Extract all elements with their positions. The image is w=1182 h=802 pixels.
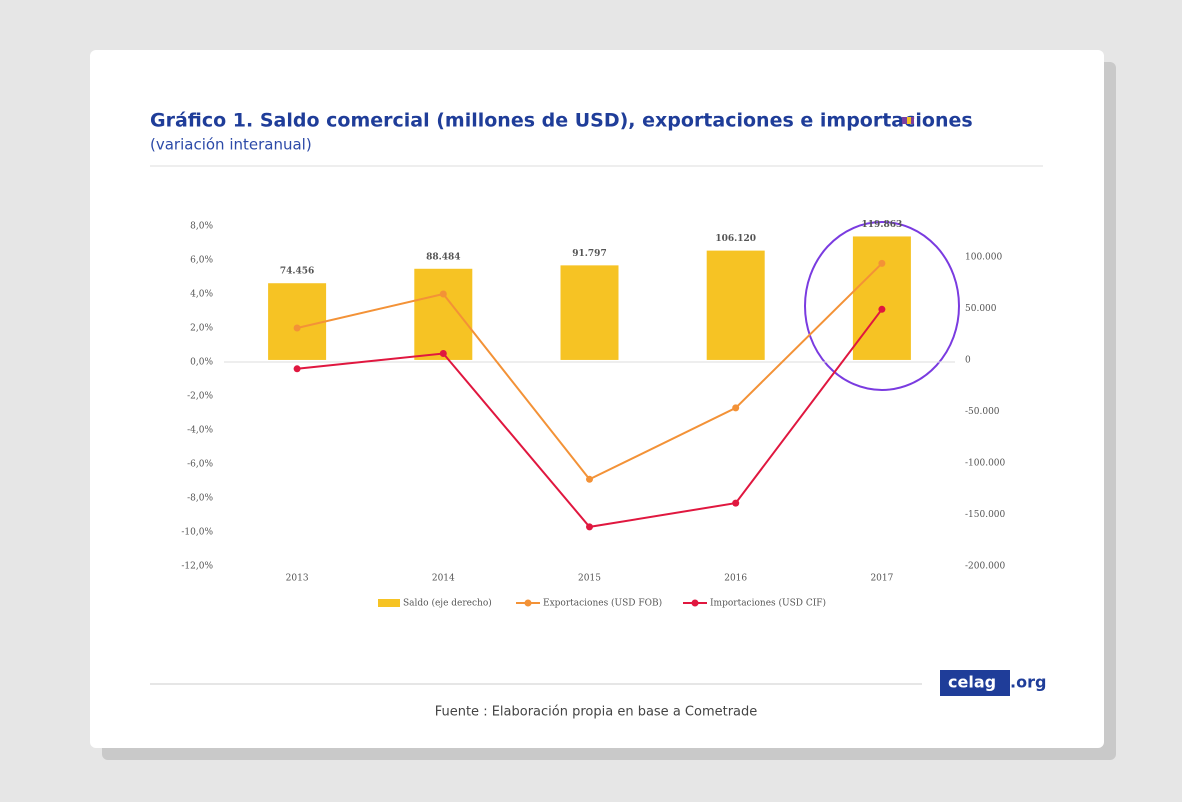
bar: [268, 283, 327, 360]
y-tick-label: -4,0%: [187, 426, 213, 436]
line-point: [878, 259, 886, 267]
x-tick-label: 2017: [870, 574, 893, 584]
x-tick-label: 2013: [286, 574, 309, 584]
y2-tick-label: -200.000: [965, 562, 1006, 572]
x-tick-label: 2014: [432, 574, 455, 584]
line-point: [293, 324, 301, 332]
bar: [414, 268, 473, 360]
y2-tick-label: -50.000: [965, 407, 1000, 417]
bar: [560, 265, 619, 360]
y2-tick-label: 0: [965, 355, 971, 365]
bar: [852, 236, 911, 360]
y2-tick-label: -150.000: [965, 510, 1006, 520]
x-tick-label: 2016: [724, 574, 747, 584]
y-tick-label: -10,0%: [181, 528, 213, 538]
bar: [706, 250, 765, 360]
card: [90, 50, 1104, 748]
y-tick-label: -8,0%: [187, 494, 213, 504]
bar-value-label: 106.120: [715, 234, 756, 244]
x-tick-label: 2015: [578, 574, 601, 584]
bar-value-label: 88.484: [426, 252, 460, 262]
line-point: [732, 404, 740, 412]
logo-suffix: .org: [1010, 673, 1046, 692]
line-point: [439, 290, 447, 298]
legend-label: Saldo (eje derecho): [403, 598, 492, 609]
bar-value-label: 91.797: [572, 249, 606, 259]
flag-icon-part: [907, 117, 911, 124]
y2-tick-label: -100.000: [965, 458, 1006, 468]
legend-swatch-dot: [524, 599, 532, 607]
y-tick-label: 2,0%: [190, 324, 213, 334]
y-tick-label: 6,0%: [190, 256, 213, 266]
chart-title: Gráfico 1. Saldo comercial (millones de …: [150, 110, 973, 132]
source-note: Fuente : Elaboración propia en base a Co…: [435, 705, 758, 720]
logo-box: [940, 670, 1010, 696]
line-point: [586, 475, 593, 483]
bar-value-label: 74.456: [280, 267, 314, 277]
y-tick-label: 4,0%: [190, 290, 213, 300]
y-tick-label: -6,0%: [187, 460, 213, 470]
chart-subtitle: (variación interanual): [150, 136, 312, 154]
y2-tick-label: 50.000: [965, 304, 997, 314]
y2-tick-label: 100.000: [965, 252, 1002, 262]
line-point: [732, 499, 740, 507]
logo-text: celag: [948, 673, 996, 692]
y-tick-label: -12,0%: [181, 562, 213, 572]
y-tick-label: 8,0%: [190, 222, 213, 232]
legend-swatch-dot: [691, 599, 699, 607]
line-point: [878, 305, 886, 313]
line-point: [439, 350, 447, 357]
legend-label: Exportaciones (USD FOB): [543, 598, 662, 609]
y-tick-label: 0,0%: [190, 358, 213, 368]
highlight-ellipse: [804, 221, 960, 391]
legend-swatch: [378, 599, 400, 607]
y-tick-label: -2,0%: [187, 392, 213, 402]
line-point: [293, 365, 301, 373]
legend-label: Importaciones (USD CIF): [710, 598, 826, 609]
bar-value-label: 119.863: [862, 220, 903, 230]
line-point: [586, 523, 593, 531]
